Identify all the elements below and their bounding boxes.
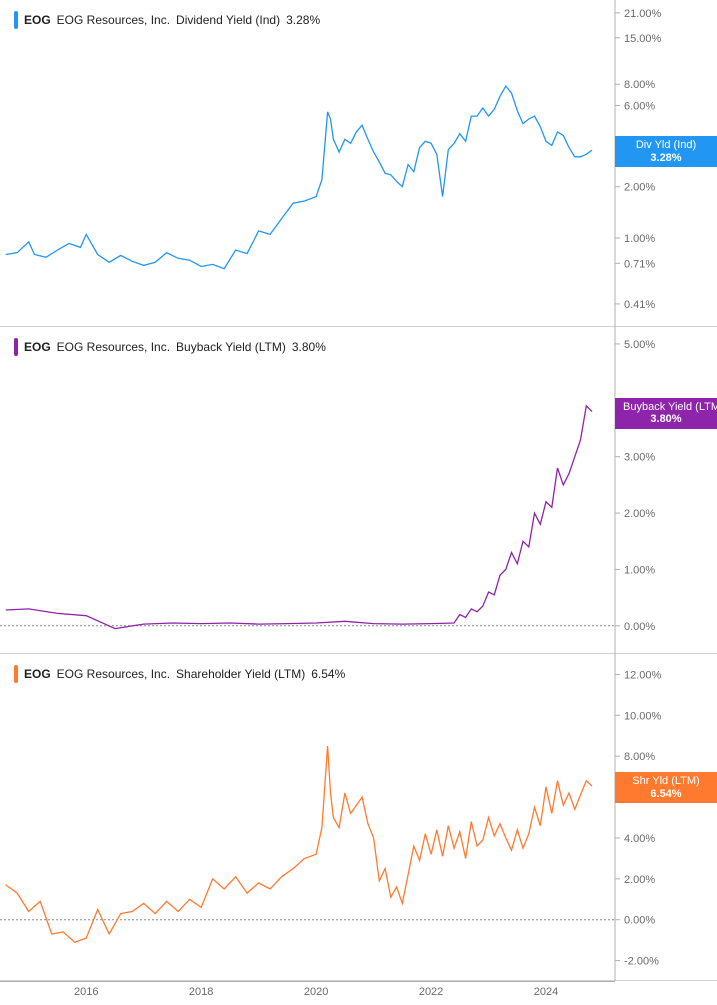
chart-panel-div-yield: EOG EOG Resources, Inc. Dividend Yield (In… [0, 0, 717, 327]
series-line-buyback-yield [6, 406, 592, 629]
svg-text:2.00%: 2.00% [624, 508, 655, 520]
x-axis: 2016 2018 2020 2022 2024 [0, 981, 615, 1005]
legend-ticker: EOG [24, 13, 51, 27]
svg-text:0.00%: 0.00% [624, 621, 655, 633]
y-tick: -2.00% [615, 956, 659, 968]
chart-svg-div-yield[interactable]: 0.41% 0.71% 1.00% 2.00% 6.00% 8.00% 15.00% 21.0… [0, 0, 717, 327]
svg-text:8.00%: 8.00% [624, 751, 655, 763]
svg-text:0.00%: 0.00% [624, 915, 655, 927]
y-tick: 3.00% [615, 452, 655, 464]
x-tick: 2016 [74, 986, 98, 998]
y-tick: 2.00% [615, 508, 655, 520]
legend-name: EOG Resources, Inc. [57, 340, 170, 354]
y-tick: 0.00% [615, 621, 655, 633]
legend-div-yield: EOG EOG Resources, Inc. Dividend Yield (In… [8, 8, 326, 32]
x-tick: 2020 [304, 986, 328, 998]
y-tick: 0.71% [615, 258, 655, 270]
chart-svg-buyback-yield[interactable]: 0.00% 1.00% 2.00% 3.00% 5.00% [0, 327, 717, 654]
legend-ticker: EOG [24, 667, 51, 681]
svg-text:21.00%: 21.00% [624, 8, 662, 20]
y-tick: 8.00% [615, 79, 655, 91]
svg-text:4.00%: 4.00% [624, 833, 655, 845]
legend-ticker: EOG [24, 340, 51, 354]
y-tick: 1.00% [615, 233, 655, 245]
legend-color-bar [14, 338, 18, 356]
y-tick: 5.00% [615, 339, 655, 351]
legend-color-bar [14, 665, 18, 683]
legend-metric: Shareholder Yield (LTM) [176, 667, 305, 681]
chip-value: 3.28% [623, 152, 709, 165]
y-tick: 0.00% [615, 915, 655, 927]
y-tick: 2.00% [615, 182, 655, 194]
chip-value: 6.54% [623, 788, 709, 801]
y-tick: 6.00% [615, 101, 655, 113]
svg-text:8.00%: 8.00% [624, 79, 655, 91]
svg-text:12.00%: 12.00% [624, 669, 662, 681]
chart-panel-buyback-yield: EOG EOG Resources, Inc. Buyback Yield (LTM… [0, 327, 717, 654]
x-tick: 2022 [419, 986, 443, 998]
legend-buyback-yield: EOG EOG Resources, Inc. Buyback Yield (LTM… [8, 335, 332, 359]
y-tick: 15.00% [615, 33, 662, 45]
svg-text:1.00%: 1.00% [624, 564, 655, 576]
legend-name: EOG Resources, Inc. [57, 13, 170, 27]
svg-text:10.00%: 10.00% [624, 710, 662, 722]
y-tick: 1.00% [615, 564, 655, 576]
legend-color-bar [14, 11, 18, 29]
y-tick: 8.00% [615, 751, 655, 763]
value-chip-shareholder-yield: Shr Yld (LTM)6.54% [615, 772, 717, 803]
svg-text:0.41%: 0.41% [624, 299, 655, 311]
svg-text:15.00%: 15.00% [624, 33, 662, 45]
svg-text:2.00%: 2.00% [624, 182, 655, 194]
legend-shareholder-yield: EOG EOG Resources, Inc. Shareholder Yield … [8, 662, 351, 686]
svg-text:0.71%: 0.71% [624, 258, 655, 270]
series-line-shareholder-yield [6, 746, 592, 942]
chip-title: Div Yld (Ind) [623, 139, 709, 152]
value-chip-div-yield: Div Yld (Ind)3.28% [615, 136, 717, 167]
y-tick: 0.41% [615, 299, 655, 311]
y-tick: 12.00% [615, 669, 662, 681]
svg-text:-2.00%: -2.00% [624, 956, 659, 968]
y-tick: 2.00% [615, 874, 655, 886]
x-tick: 2018 [189, 986, 213, 998]
legend-name: EOG Resources, Inc. [57, 667, 170, 681]
chip-value: 3.80% [623, 413, 709, 426]
svg-text:2.00%: 2.00% [624, 874, 655, 886]
legend-value: 6.54% [311, 667, 345, 681]
svg-text:1.00%: 1.00% [624, 233, 655, 245]
x-tick: 2024 [534, 986, 558, 998]
svg-text:3.00%: 3.00% [624, 452, 655, 464]
legend-metric: Buyback Yield (LTM) [176, 340, 286, 354]
legend-value: 3.28% [286, 13, 320, 27]
svg-text:6.00%: 6.00% [624, 101, 655, 113]
series-line-div-yield [6, 86, 592, 269]
y-tick: 21.00% [615, 8, 662, 20]
svg-text:5.00%: 5.00% [624, 339, 655, 351]
legend-value: 3.80% [292, 340, 326, 354]
chart-panel-shareholder-yield: EOG EOG Resources, Inc. Shareholder Yield … [0, 654, 717, 981]
chip-title: Buyback Yield (LTM) [623, 401, 709, 414]
chart-svg-shareholder-yield[interactable]: -2.00% 0.00% 2.00% 4.00% 8.00% 10.00% 12.00% [0, 654, 717, 981]
y-tick: 10.00% [615, 710, 662, 722]
value-chip-buyback-yield: Buyback Yield (LTM)3.80% [615, 398, 717, 429]
chip-title: Shr Yld (LTM) [623, 775, 709, 788]
legend-metric: Dividend Yield (Ind) [176, 13, 280, 27]
y-tick: 4.00% [615, 833, 655, 845]
